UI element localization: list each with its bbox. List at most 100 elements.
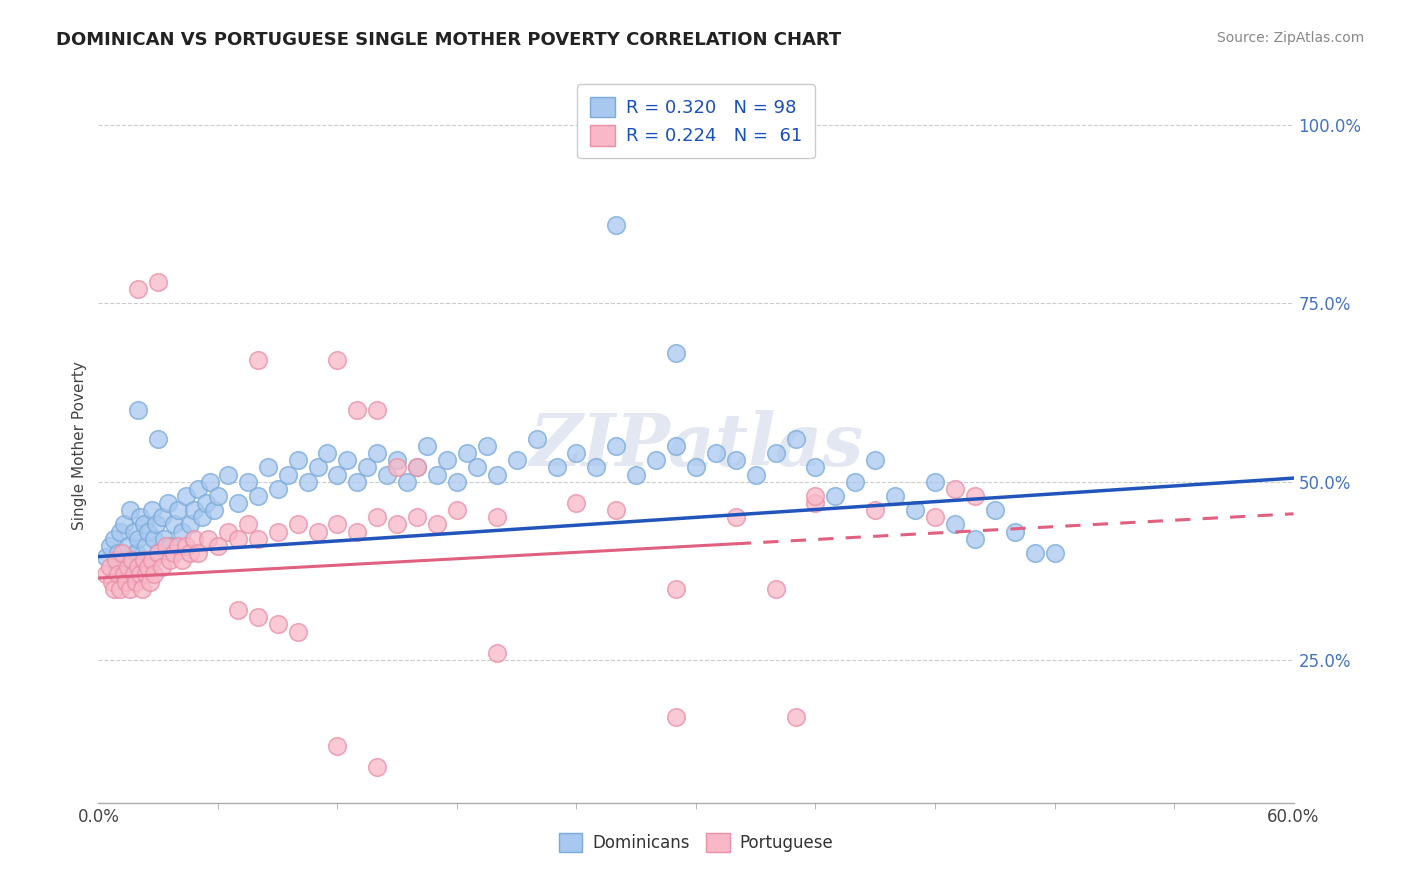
Point xyxy=(163,517,186,532)
Point xyxy=(1004,524,1026,539)
Point xyxy=(121,560,143,574)
Point xyxy=(277,467,299,482)
Point xyxy=(110,582,132,596)
Point xyxy=(143,532,166,546)
Point xyxy=(129,567,152,582)
Point xyxy=(765,582,787,596)
Point xyxy=(366,760,388,774)
Point xyxy=(626,467,648,482)
Point xyxy=(316,446,339,460)
Point xyxy=(406,460,429,475)
Point xyxy=(605,218,627,232)
Point xyxy=(943,517,966,532)
Point xyxy=(110,524,132,539)
Point xyxy=(426,467,449,482)
Point xyxy=(121,553,143,567)
Point xyxy=(150,560,173,574)
Point xyxy=(804,496,827,510)
Point xyxy=(105,553,128,567)
Point xyxy=(804,460,827,475)
Point xyxy=(963,489,986,503)
Point xyxy=(416,439,439,453)
Point xyxy=(724,510,747,524)
Point xyxy=(141,553,163,567)
Point xyxy=(217,467,239,482)
Point xyxy=(125,574,148,589)
Point xyxy=(865,453,887,467)
Point xyxy=(565,446,588,460)
Point xyxy=(172,524,194,539)
Point xyxy=(884,489,907,503)
Point xyxy=(117,539,139,553)
Point xyxy=(824,489,846,503)
Point xyxy=(385,517,409,532)
Point xyxy=(127,282,149,296)
Point xyxy=(267,617,290,632)
Point xyxy=(485,467,508,482)
Point xyxy=(191,510,214,524)
Point xyxy=(135,567,157,582)
Point xyxy=(157,496,180,510)
Point xyxy=(565,496,588,510)
Point xyxy=(148,275,170,289)
Point xyxy=(236,517,259,532)
Point xyxy=(605,439,627,453)
Point xyxy=(307,460,329,475)
Point xyxy=(136,560,159,574)
Point xyxy=(226,532,249,546)
Point xyxy=(765,446,787,460)
Point xyxy=(785,432,807,446)
Point xyxy=(148,546,170,560)
Point xyxy=(406,460,429,475)
Point xyxy=(226,496,249,510)
Point xyxy=(111,567,134,582)
Point xyxy=(174,539,197,553)
Point xyxy=(506,453,529,467)
Point xyxy=(107,546,129,560)
Point xyxy=(134,553,156,567)
Point xyxy=(346,524,368,539)
Point xyxy=(267,524,290,539)
Point xyxy=(456,446,478,460)
Point xyxy=(195,496,218,510)
Point xyxy=(187,482,209,496)
Point xyxy=(485,510,508,524)
Point xyxy=(127,532,149,546)
Point xyxy=(1024,546,1046,560)
Point xyxy=(129,510,152,524)
Point xyxy=(226,603,249,617)
Point xyxy=(167,503,190,517)
Point xyxy=(475,439,498,453)
Point xyxy=(131,582,153,596)
Point xyxy=(287,453,309,467)
Point xyxy=(287,624,309,639)
Point xyxy=(665,346,688,360)
Point xyxy=(924,510,946,524)
Point xyxy=(665,710,688,724)
Point xyxy=(183,532,205,546)
Y-axis label: Single Mother Poverty: Single Mother Poverty xyxy=(72,361,87,531)
Point xyxy=(326,467,349,482)
Point xyxy=(98,560,122,574)
Point xyxy=(136,524,159,539)
Point xyxy=(179,546,201,560)
Point xyxy=(645,453,668,467)
Point xyxy=(172,553,194,567)
Point xyxy=(96,567,118,582)
Point xyxy=(366,403,388,417)
Point xyxy=(267,482,290,496)
Point xyxy=(446,503,468,517)
Point xyxy=(207,489,229,503)
Point xyxy=(105,560,128,574)
Point xyxy=(984,503,1007,517)
Point xyxy=(202,503,225,517)
Point xyxy=(526,432,548,446)
Point xyxy=(127,403,149,417)
Point xyxy=(326,517,349,532)
Point xyxy=(111,546,134,560)
Point xyxy=(356,460,378,475)
Point xyxy=(236,475,259,489)
Point xyxy=(167,539,190,553)
Point xyxy=(179,517,201,532)
Point xyxy=(217,524,239,539)
